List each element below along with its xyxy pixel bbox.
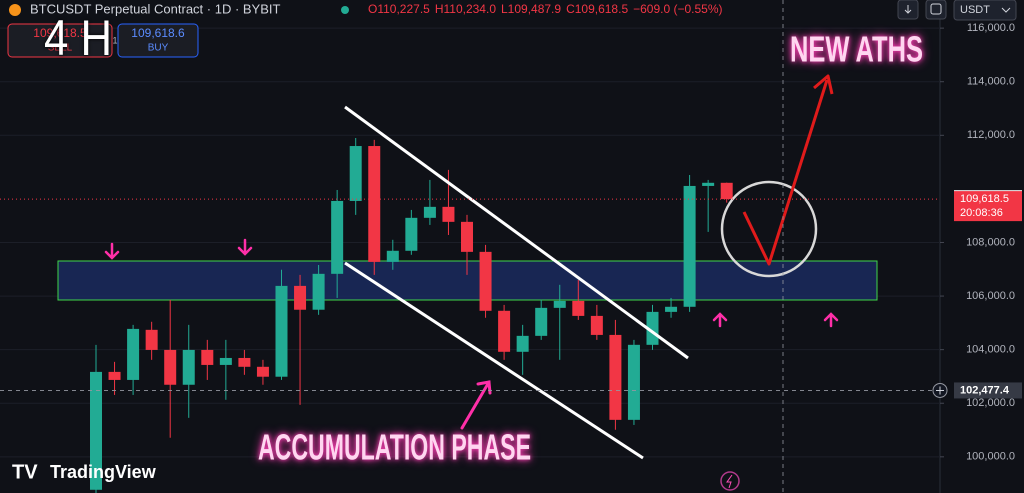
flash-icon[interactable]: [720, 471, 740, 491]
up-arrow: [712, 312, 728, 328]
candle-body: [683, 185, 696, 307]
channel-line: [344, 261, 644, 460]
currency: USDT: [960, 4, 990, 16]
crosshair-plus: [936, 386, 944, 395]
y-tick-label: 108,000.0: [966, 236, 1015, 248]
ohlc: O110,227.5 H110,234.0 L109,487.9 C109,618.5…: [368, 2, 723, 16]
candle-body: [201, 349, 214, 365]
forecast-arrow: [742, 74, 834, 266]
marker-arrows: [104, 238, 839, 430]
candle-body: [349, 146, 362, 201]
quantity: 1: [112, 35, 117, 45]
candle-body: [627, 344, 640, 420]
brand-logo: TV: [12, 461, 38, 483]
download-icon: [904, 5, 912, 14]
crosshair-label-box: [954, 382, 1022, 399]
sell-price: 109,618.5: [33, 26, 87, 40]
candle-body: [164, 349, 177, 385]
ohlc-value: C109,618.5: [566, 2, 628, 16]
fullscreen-button[interactable]: [925, 0, 947, 20]
flash-bolt: [726, 474, 733, 489]
candle-body: [405, 217, 418, 251]
target-circle: [720, 180, 818, 278]
candle-body: [442, 206, 455, 222]
annotation: NEW ATHS: [790, 29, 923, 70]
candle-body: [90, 371, 102, 490]
ohlc-value: O110,227.5: [368, 2, 430, 16]
y-tick-label: 104,000.0: [966, 344, 1015, 356]
dropdown-icon: [1001, 7, 1011, 13]
down-arrow: [237, 238, 253, 256]
countdown: 20:08:36: [960, 207, 1003, 219]
y-tick-label: 116,000.0: [967, 22, 1015, 34]
candle-body: [145, 329, 158, 350]
y-tick-label: 100,000.0: [966, 451, 1015, 463]
candle-body: [312, 273, 325, 310]
y-tick-label: 112,000.0: [967, 129, 1015, 141]
fullscreen-icon: [930, 3, 942, 15]
candle-body: [256, 366, 269, 377]
y-tick-label: 106,000.0: [966, 290, 1015, 302]
symbol-title: BTCUSDT Perpetual Contract · 1D · BYBIT: [30, 1, 281, 16]
candle-body: [108, 371, 121, 380]
candle-body: [572, 300, 585, 316]
candle-body: [461, 221, 473, 252]
candle-body: [182, 349, 195, 385]
annotation: ACCUMULATION PHASE: [258, 427, 531, 468]
y-tick-label: 102,000.0: [966, 397, 1015, 409]
crosshair-label: 102,477.4: [960, 384, 1010, 396]
candle-body: [275, 285, 288, 377]
coin-icon: [9, 4, 21, 16]
price-label: 109,618.5: [960, 193, 1009, 205]
price-label-box: [954, 191, 1022, 222]
status-dot: [341, 6, 349, 14]
candle-body: [423, 206, 436, 218]
ohlc-value: H110,234.0: [435, 2, 496, 16]
candle-body: [368, 146, 381, 262]
candle-body: [294, 285, 307, 310]
candle-body: [479, 251, 492, 311]
pointer-arrow: [460, 380, 492, 430]
candle-body: [702, 182, 715, 186]
down-arrow: [104, 242, 120, 260]
candles: [90, 137, 733, 493]
sell-button[interactable]: [7, 23, 113, 58]
candle-body: [516, 335, 529, 352]
candle-body: [665, 306, 678, 312]
ohlc-value: L109,487.9: [501, 2, 561, 16]
up-arrow: [823, 312, 839, 328]
candle-body: [331, 200, 344, 274]
candle-body: [127, 328, 140, 380]
candle-body: [498, 310, 511, 352]
brand: TradingView: [50, 462, 157, 482]
candle-body: [535, 307, 548, 336]
candle-body: [553, 300, 566, 308]
candle-body: [219, 357, 232, 365]
sell-label: SELL: [48, 43, 73, 54]
y-tick-label: 114,000.0: [967, 76, 1015, 88]
candle-body: [609, 334, 622, 420]
candle-body: [386, 250, 399, 262]
candle-body: [238, 357, 251, 367]
buy-price: 109,618.6: [131, 26, 185, 40]
buy-label: BUY: [148, 43, 169, 54]
timeframe-overlay: 4 H: [44, 10, 112, 66]
candle-body: [720, 182, 733, 200]
currency-select[interactable]: [953, 0, 1017, 21]
channel-line: [344, 105, 689, 360]
ohlc-value: −609.0 (−0.55%): [633, 2, 722, 16]
candle-body: [590, 315, 603, 335]
buy-button[interactable]: [117, 23, 199, 58]
candle-body: [646, 311, 659, 345]
